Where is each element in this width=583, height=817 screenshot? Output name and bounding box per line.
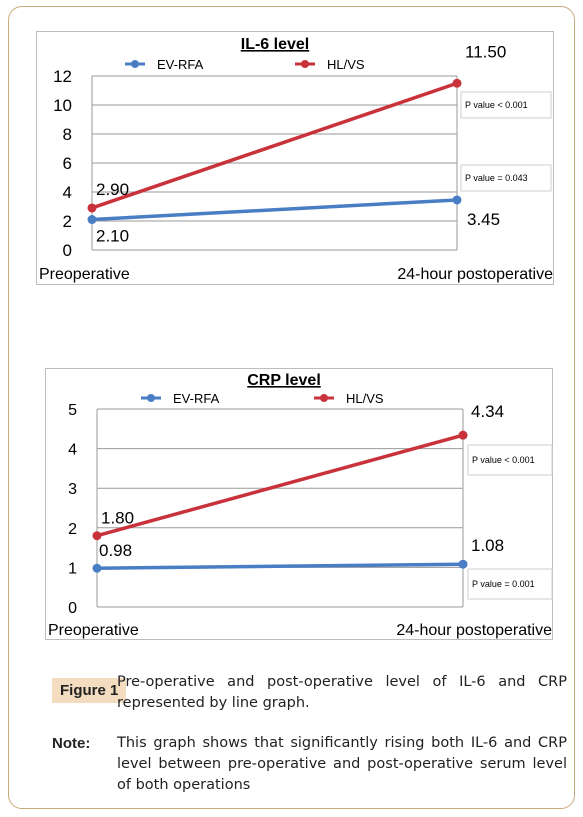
series-line bbox=[91, 81, 458, 210]
p-value-box bbox=[467, 568, 553, 600]
legend-label: HL/VS bbox=[327, 57, 365, 72]
data-label: 11.50 bbox=[465, 42, 506, 61]
series-line bbox=[91, 198, 458, 222]
legend-swatch-marker bbox=[320, 394, 328, 402]
legend-label: EV-RFA bbox=[157, 57, 204, 72]
il6-chart: IL-6 level 0 2 4 6 8 10 12 Preoperative 24-hour p… bbox=[36, 31, 554, 285]
p-value-box bbox=[460, 91, 552, 119]
x-category-label: 24-hour postoperative bbox=[397, 266, 553, 283]
y-tick-label: 0 bbox=[68, 600, 77, 617]
p-value-annotation: P value < 0.001 bbox=[472, 455, 535, 465]
figure-frame bbox=[8, 6, 575, 809]
data-point bbox=[92, 531, 102, 541]
series-line bbox=[96, 562, 464, 570]
x-category-label: Preoperative bbox=[48, 622, 139, 639]
x-category-label: 24-hour postoperative bbox=[396, 622, 552, 639]
x-category-label: Preoperative bbox=[39, 266, 130, 283]
y-tick-label: 2 bbox=[63, 212, 72, 231]
y-tick-label: 4 bbox=[63, 183, 72, 202]
data-point bbox=[92, 563, 102, 573]
y-tick-label: 0 bbox=[63, 241, 72, 260]
data-point bbox=[458, 559, 468, 569]
data-point bbox=[458, 430, 468, 440]
data-point bbox=[452, 78, 462, 88]
note-label: Note: bbox=[52, 735, 91, 752]
chart-title: IL-6 level bbox=[241, 36, 309, 53]
data-label: 2.10 bbox=[96, 227, 129, 246]
data-label: 1.80 bbox=[101, 509, 134, 528]
crp-chart-svg: CRP level 0 1 2 3 4 5 Preoperative 24-hour posto… bbox=[48, 372, 553, 639]
data-label: 3.45 bbox=[467, 210, 500, 229]
y-tick-label: 4 bbox=[68, 442, 77, 459]
y-tick-label: 6 bbox=[63, 154, 72, 173]
data-label: 0.98 bbox=[99, 541, 132, 560]
data-point bbox=[87, 215, 97, 225]
series-line bbox=[96, 433, 464, 538]
legend-swatch-marker bbox=[131, 60, 139, 68]
data-point bbox=[87, 203, 97, 213]
data-label: 1.08 bbox=[471, 536, 504, 555]
y-tick-label: 2 bbox=[68, 521, 77, 538]
legend-label: HL/VS bbox=[346, 391, 384, 406]
p-value-annotation: P value = 0.001 bbox=[472, 579, 535, 589]
data-point bbox=[452, 195, 462, 205]
p-value-annotation: P value < 0.001 bbox=[465, 100, 528, 110]
figure-label: Figure 1 bbox=[52, 678, 127, 703]
note-text: This graph shows that significantly risi… bbox=[117, 735, 567, 793]
p-value-box bbox=[460, 164, 552, 192]
il6-chart-svg: IL-6 level 0 2 4 6 8 10 12 Preoperative 24-hour p… bbox=[39, 36, 553, 283]
legend-swatch-marker bbox=[301, 60, 309, 68]
legend-label: EV-RFA bbox=[173, 391, 220, 406]
y-tick-label: 5 bbox=[68, 402, 77, 419]
y-tick-label: 10 bbox=[53, 96, 72, 115]
legend-swatch-marker bbox=[147, 394, 155, 402]
data-label: 4.34 bbox=[471, 402, 504, 421]
y-tick-label: 1 bbox=[68, 560, 77, 577]
y-tick-label: 3 bbox=[68, 481, 77, 498]
p-value-box bbox=[467, 444, 553, 476]
crp-chart: CRP level 0 1 2 3 4 5 Preoperative 24-hour posto… bbox=[45, 368, 553, 640]
y-tick-label: 12 bbox=[53, 67, 72, 86]
p-value-annotation: P value = 0.043 bbox=[465, 173, 528, 183]
chart-title: CRP level bbox=[247, 372, 321, 389]
y-tick-label: 8 bbox=[63, 125, 72, 144]
data-label: 2.90 bbox=[96, 180, 129, 199]
figure-caption-text: Pre-operative and post-operative level o… bbox=[117, 674, 567, 711]
